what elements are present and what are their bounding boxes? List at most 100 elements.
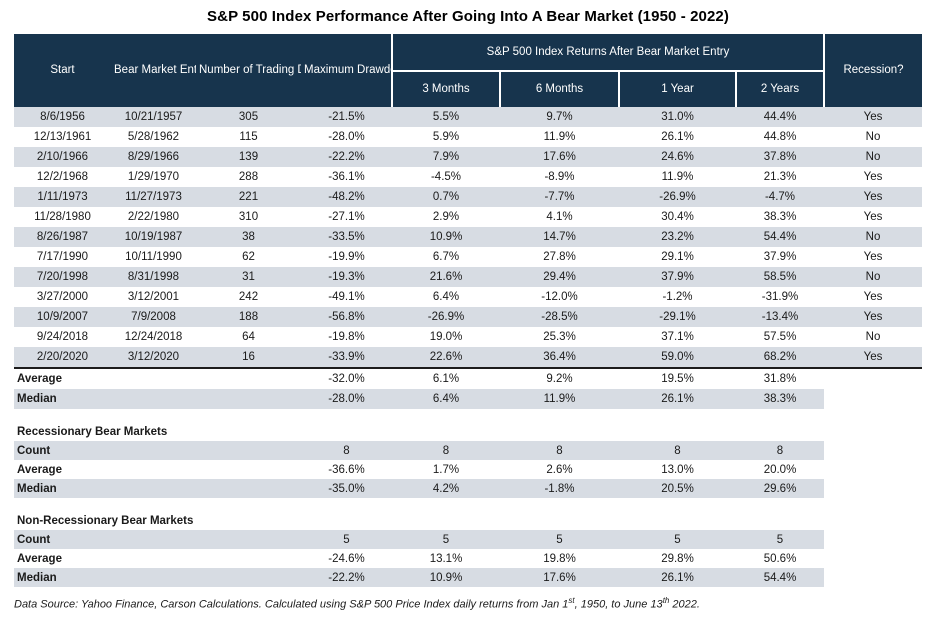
cell: 6.4% <box>392 287 500 307</box>
cell: 2.9% <box>392 207 500 227</box>
cell: 6.4% <box>392 389 500 409</box>
table-row: 8/26/1987 10/19/1987 38 -33.5% 10.9% 14.7% 23.… <box>14 227 922 247</box>
section-title-row: Non-Recessionary Bear Markets <box>14 511 922 530</box>
cell: 3/12/2020 <box>111 347 196 368</box>
cell: 22.6% <box>392 347 500 368</box>
row-label: Median <box>14 389 301 409</box>
cell: Yes <box>824 187 922 207</box>
cell: 242 <box>196 287 301 307</box>
row-label: Average <box>14 460 301 479</box>
cell: Yes <box>824 207 922 227</box>
summary-row: Median -35.0% 4.2% -1.8% 20.5% 29.6% <box>14 479 922 498</box>
cell: No <box>824 327 922 347</box>
cell: -28.0% <box>301 127 392 147</box>
summary-row: Average -36.6% 1.7% 2.6% 13.0% 20.0% <box>14 460 922 479</box>
cell: 31.8% <box>736 367 824 389</box>
cell: Yes <box>824 307 922 327</box>
cell: 11.9% <box>500 389 619 409</box>
cell: 10.9% <box>392 568 500 587</box>
cell: 57.5% <box>736 327 824 347</box>
empty-cell <box>824 479 922 498</box>
cell: -12.0% <box>500 287 619 307</box>
cell: 8 <box>736 441 824 460</box>
cell: Yes <box>824 107 922 127</box>
cell: 305 <box>196 107 301 127</box>
cell: -4.5% <box>392 167 500 187</box>
cell: -24.6% <box>301 549 392 568</box>
cell: 21.6% <box>392 267 500 287</box>
empty-cell <box>824 460 922 479</box>
row-label: Count <box>14 441 301 460</box>
empty-cell <box>824 441 922 460</box>
cell: 12/13/1961 <box>14 127 111 147</box>
cell: 21.3% <box>736 167 824 187</box>
cell: 288 <box>196 167 301 187</box>
cell: 17.6% <box>500 568 619 587</box>
cell: -33.5% <box>301 227 392 247</box>
cell: 11.9% <box>500 127 619 147</box>
summary-row: Median -28.0% 6.4% 11.9% 26.1% 38.3% <box>14 389 922 409</box>
cell: -19.8% <box>301 327 392 347</box>
table-row: 12/13/1961 5/28/1962 115 -28.0% 5.9% 11.9% 26.… <box>14 127 922 147</box>
col-header-start: Start <box>14 34 111 107</box>
section-title: Recessionary Bear Markets <box>14 422 922 441</box>
table-row: 3/27/2000 3/12/2001 242 -49.1% 6.4% -12.0% -1.… <box>14 287 922 307</box>
table-row: 12/2/1968 1/29/1970 288 -36.1% -4.5% -8.9% 11.… <box>14 167 922 187</box>
row-label: Average <box>14 549 301 568</box>
spacer-row <box>14 409 922 422</box>
cell: 5 <box>736 530 824 549</box>
cell: 9.2% <box>500 367 619 389</box>
section-title-row: Recessionary Bear Markets <box>14 422 922 441</box>
table-row: 2/10/1966 8/29/1966 139 -22.2% 7.9% 17.6% 24.6… <box>14 147 922 167</box>
cell: 68.2% <box>736 347 824 368</box>
footer-text: 2022. <box>669 598 700 611</box>
cell: 29.1% <box>619 247 736 267</box>
table-row: 11/28/1980 2/22/1980 310 -27.1% 2.9% 4.1% 30.4… <box>14 207 922 227</box>
cell: 36.4% <box>500 347 619 368</box>
cell: 26.1% <box>619 389 736 409</box>
table-header: Start Bear Market Entry Number of Tradin… <box>14 34 922 107</box>
cell: -36.1% <box>301 167 392 187</box>
cell: -1.2% <box>619 287 736 307</box>
table-row: 10/9/2007 7/9/2008 188 -56.8% -26.9% -28.5% -2… <box>14 307 922 327</box>
cell: 0.7% <box>392 187 500 207</box>
cell: 29.8% <box>619 549 736 568</box>
cell: No <box>824 267 922 287</box>
cell: 50.6% <box>736 549 824 568</box>
cell: -26.9% <box>619 187 736 207</box>
cell: 26.1% <box>619 127 736 147</box>
cell: 37.8% <box>736 147 824 167</box>
cell: 8 <box>619 441 736 460</box>
col-header-6months: 6 Months <box>499 71 619 107</box>
cell: 13.1% <box>392 549 500 568</box>
cell: -35.0% <box>301 479 392 498</box>
cell: 188 <box>196 307 301 327</box>
cell: Yes <box>824 167 922 187</box>
cell: 54.4% <box>736 568 824 587</box>
cell: 10/9/2007 <box>14 307 111 327</box>
cell: -26.9% <box>392 307 500 327</box>
cell: 14.7% <box>500 227 619 247</box>
col-header-1year: 1 Year <box>618 71 736 107</box>
cell: 5.9% <box>392 127 500 147</box>
cell: -7.7% <box>500 187 619 207</box>
cell: 7.9% <box>392 147 500 167</box>
cell: 19.5% <box>619 367 736 389</box>
cell: 11/27/1973 <box>111 187 196 207</box>
cell: 58.5% <box>736 267 824 287</box>
cell: -33.9% <box>301 347 392 368</box>
cell: 19.8% <box>500 549 619 568</box>
cell: 5 <box>619 530 736 549</box>
table-row: 7/17/1990 10/11/1990 62 -19.9% 6.7% 27.8% 29.1… <box>14 247 922 267</box>
cell: 8/31/1998 <box>111 267 196 287</box>
cell: 29.4% <box>500 267 619 287</box>
cell: -22.2% <box>301 568 392 587</box>
col-header-days: Number of Trading Days to Enter Bear Mar… <box>196 34 301 107</box>
summary-row: Count 5 5 5 5 5 <box>14 530 922 549</box>
cell: 59.0% <box>619 347 736 368</box>
cell: 2/20/2020 <box>14 347 111 368</box>
cell: No <box>824 227 922 247</box>
cell: 9.7% <box>500 107 619 127</box>
spacer-row <box>14 498 922 511</box>
cell: 29.6% <box>736 479 824 498</box>
